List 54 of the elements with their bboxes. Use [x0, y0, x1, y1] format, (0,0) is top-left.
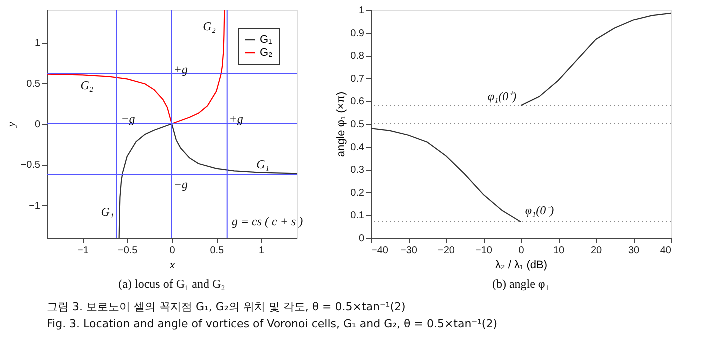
- line-series: [371, 128, 522, 223]
- y-tick-label: −0.5: [20, 160, 41, 172]
- x-tick-label: 0: [518, 246, 525, 256]
- x-tick-label: 0.5: [210, 246, 225, 256]
- y-tick-label: 0.1: [350, 210, 365, 222]
- annotation: φ₁(0⁻): [525, 204, 554, 218]
- text: (a) locus of G₁ and G₂: [118, 277, 226, 291]
- y-tick-label: 0.2: [350, 188, 365, 199]
- x-tick-label: −30: [400, 246, 418, 256]
- y-tick-label: 0: [358, 234, 365, 244]
- annotation: G₁: [256, 158, 270, 172]
- x-tick-label: −10: [476, 246, 493, 256]
- y-tick-label: 0.4: [350, 142, 365, 154]
- annotation: −g: [174, 177, 188, 192]
- x-axis-title: x: [169, 260, 176, 272]
- line-series: [520, 12, 671, 106]
- annotation: G₂: [80, 78, 94, 93]
- y-tick-label: 0.9: [350, 28, 365, 40]
- x-tick-label: −20: [438, 246, 456, 256]
- x-tick-label: −40: [372, 246, 389, 256]
- annotation: G₂: [203, 19, 216, 34]
- y-tick-label: 0.8: [350, 51, 365, 62]
- line-series: [47, 10, 226, 125]
- x-tick-label: 1: [259, 246, 266, 256]
- annotation: +g: [229, 112, 244, 126]
- x-axis-title: λ₂ / λ₁ (dB): [496, 260, 548, 272]
- annotation: φ₁(0⁺): [488, 90, 517, 104]
- x-tick-label: 10: [553, 246, 565, 256]
- y-tick-label: 0.5: [350, 120, 365, 130]
- x-tick-label: 0: [170, 246, 176, 256]
- y-tick-label: −1: [29, 200, 41, 212]
- annotation: −g: [121, 112, 136, 126]
- caption: 그림 3. 보로노이 셀의 꼭지점 G₁, G₂의 위치 및 각도, θ = 0.5×tan⁻¹(2): [47, 300, 406, 314]
- x-tick-label: 30: [628, 246, 640, 256]
- legend-label: G₂: [260, 47, 273, 59]
- y-tick-label: 0: [34, 120, 41, 130]
- x-tick-label: 20: [590, 246, 602, 256]
- legend-label: G₁: [260, 34, 273, 46]
- x-tick-label: 40: [660, 246, 672, 256]
- y-tick-label: 0.3: [350, 165, 365, 176]
- y-tick-label: 0.5: [26, 78, 41, 90]
- caption: Fig. 3. Location and angle of vortices of Voronoi cells, G₁ and G₂, θ = 0.5×tan⁻¹(2): [47, 318, 498, 330]
- y-tick-label: 1: [34, 38, 41, 50]
- x-tick-label: −0.5: [118, 246, 138, 256]
- text: (b) angle φ₁: [492, 277, 550, 291]
- y-axis-title: angle φ₁ (×π): [336, 92, 348, 158]
- annotation: +g: [174, 62, 188, 76]
- y-tick-label: 1: [358, 6, 365, 16]
- y-tick-label: 0.6: [350, 96, 365, 108]
- x-tick-label: −1: [78, 246, 90, 256]
- annotation: G₁: [101, 204, 114, 219]
- annotation: g = cs ( c + s ): [232, 214, 304, 229]
- y-axis-title: y: [6, 122, 18, 128]
- y-tick-label: 0.7: [350, 74, 365, 85]
